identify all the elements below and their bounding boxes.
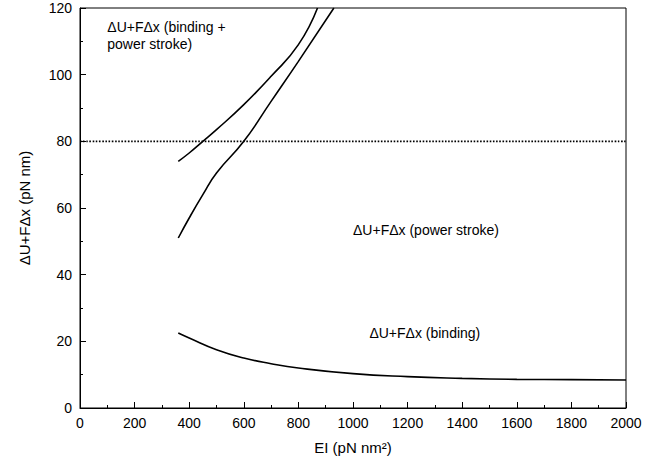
svg-text:ΔU+FΔx (binding): ΔU+FΔx (binding) [369, 325, 480, 341]
svg-text:0: 0 [64, 400, 72, 416]
svg-text:60: 60 [56, 200, 72, 216]
svg-text:100: 100 [49, 67, 73, 83]
svg-text:600: 600 [232, 415, 256, 431]
svg-text:40: 40 [56, 267, 72, 283]
svg-text:1200: 1200 [392, 415, 423, 431]
svg-text:ΔU+FΔx (power stroke): ΔU+FΔx (power stroke) [353, 222, 499, 238]
svg-text:20: 20 [56, 333, 72, 349]
svg-text:200: 200 [123, 415, 147, 431]
svg-text:ΔU+FΔx (binding +: ΔU+FΔx (binding + [107, 19, 229, 35]
svg-text:0: 0 [76, 415, 84, 431]
svg-text:120: 120 [49, 0, 73, 16]
svg-text:ΔU+FΔx (pN nm): ΔU+FΔx (pN nm) [16, 151, 33, 266]
svg-text:1400: 1400 [447, 415, 478, 431]
svg-text:power stroke): power stroke) [107, 36, 192, 52]
svg-text:1800: 1800 [556, 415, 587, 431]
svg-text:800: 800 [287, 415, 311, 431]
svg-text:80: 80 [56, 133, 72, 149]
svg-text:2000: 2000 [610, 415, 641, 431]
svg-text:1600: 1600 [501, 415, 532, 431]
svg-text:1000: 1000 [337, 415, 368, 431]
svg-text:400: 400 [178, 415, 202, 431]
svg-text:EI (pN nm²): EI (pN nm²) [314, 439, 392, 456]
